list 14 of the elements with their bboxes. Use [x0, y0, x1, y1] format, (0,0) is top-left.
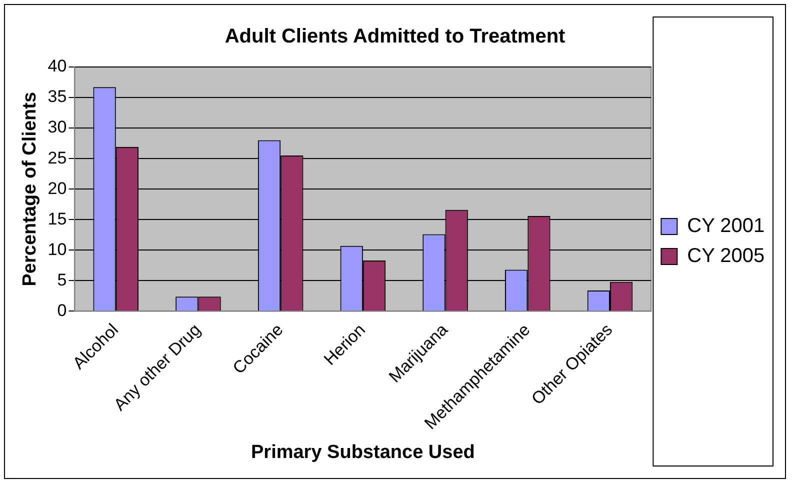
y-tick-label: 15 [48, 209, 67, 228]
y-axis-title: Percentage of Clients [20, 92, 41, 286]
y-tick-label: 0 [57, 300, 67, 320]
y-tick-label: 25 [48, 148, 67, 168]
y-tick-label: 10 [48, 240, 67, 259]
y-tick-label: 40 [48, 56, 67, 76]
y-tick-label: 20 [48, 178, 67, 198]
x-axis-title: Primary Substance Used [251, 442, 475, 463]
chart-title: Adult Clients Admitted to Treatment [224, 26, 566, 48]
y-tick-label: 5 [57, 270, 67, 290]
y-tick-label: 35 [48, 87, 67, 106]
y-tick-label: 30 [48, 118, 67, 137]
legend-label: CY 2005 [687, 245, 765, 268]
legend-label: CY 2001 [687, 215, 765, 238]
